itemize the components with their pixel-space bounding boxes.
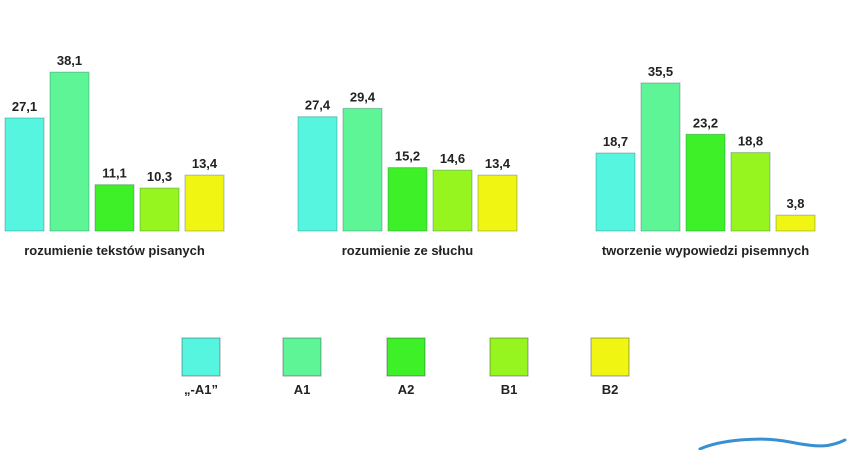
- data-label: 27,1: [12, 99, 37, 114]
- data-label: 23,2: [693, 115, 718, 130]
- legend-label: B2: [602, 382, 619, 397]
- legend-swatch: [181, 337, 221, 377]
- data-label: 29,4: [350, 89, 376, 104]
- bars-layer: 27,1 38,1 11,1 10,3 13,4 27,4 29,4 15,2 14,6 13,4…: [4, 53, 816, 232]
- watermark-logo: [698, 437, 847, 450]
- bar-3-b2: [775, 214, 816, 232]
- bar-3-a1: [640, 82, 681, 232]
- category-labels: rozumienie tekstów pisanych rozumienie ze…: [24, 243, 809, 258]
- data-label: 18,8: [738, 134, 763, 149]
- category-label: tworzenie wypowiedzi pisemnych: [602, 243, 809, 258]
- bar-2-a1: [297, 116, 338, 232]
- bar-2-a1: [342, 107, 383, 232]
- data-label: 14,6: [440, 151, 465, 166]
- category-label: rozumienie ze słuchu: [342, 243, 474, 258]
- bar-1-a2: [94, 184, 135, 232]
- bar-2-b2: [477, 174, 518, 232]
- bar-1-b2: [184, 174, 225, 232]
- legend-swatch: [282, 337, 322, 377]
- legend-swatch: [386, 337, 426, 377]
- data-label: 13,4: [192, 156, 218, 171]
- data-label: 15,2: [395, 149, 420, 164]
- watermark-swash: [698, 437, 847, 450]
- data-label: 35,5: [648, 64, 673, 79]
- legend-swatch: [590, 337, 630, 377]
- bar-2-b1: [432, 169, 473, 232]
- bar-2-a2: [387, 167, 428, 232]
- legend-swatch: [489, 337, 529, 377]
- legend: „-A1” A1 A2 B1 B2: [181, 337, 630, 397]
- bar-1-b1: [139, 187, 180, 232]
- data-label: 38,1: [57, 53, 82, 68]
- category-label: rozumienie tekstów pisanych: [24, 243, 205, 258]
- data-label: 27,4: [305, 98, 331, 113]
- data-label: 13,4: [485, 156, 511, 171]
- bar-3-b1: [730, 152, 771, 232]
- bar-1-a1: [4, 117, 45, 232]
- legend-label: A1: [294, 382, 311, 397]
- legend-label: „-A1”: [184, 382, 218, 397]
- legend-label: A2: [398, 382, 415, 397]
- bar-3-a1: [595, 152, 636, 232]
- data-label: 3,8: [786, 196, 804, 211]
- data-label: 10,3: [147, 169, 172, 184]
- legend-label: B1: [501, 382, 518, 397]
- data-label: 18,7: [603, 134, 628, 149]
- data-label: 11,1: [102, 166, 127, 181]
- bar-1-a1: [49, 71, 90, 232]
- bar-3-a2: [685, 133, 726, 232]
